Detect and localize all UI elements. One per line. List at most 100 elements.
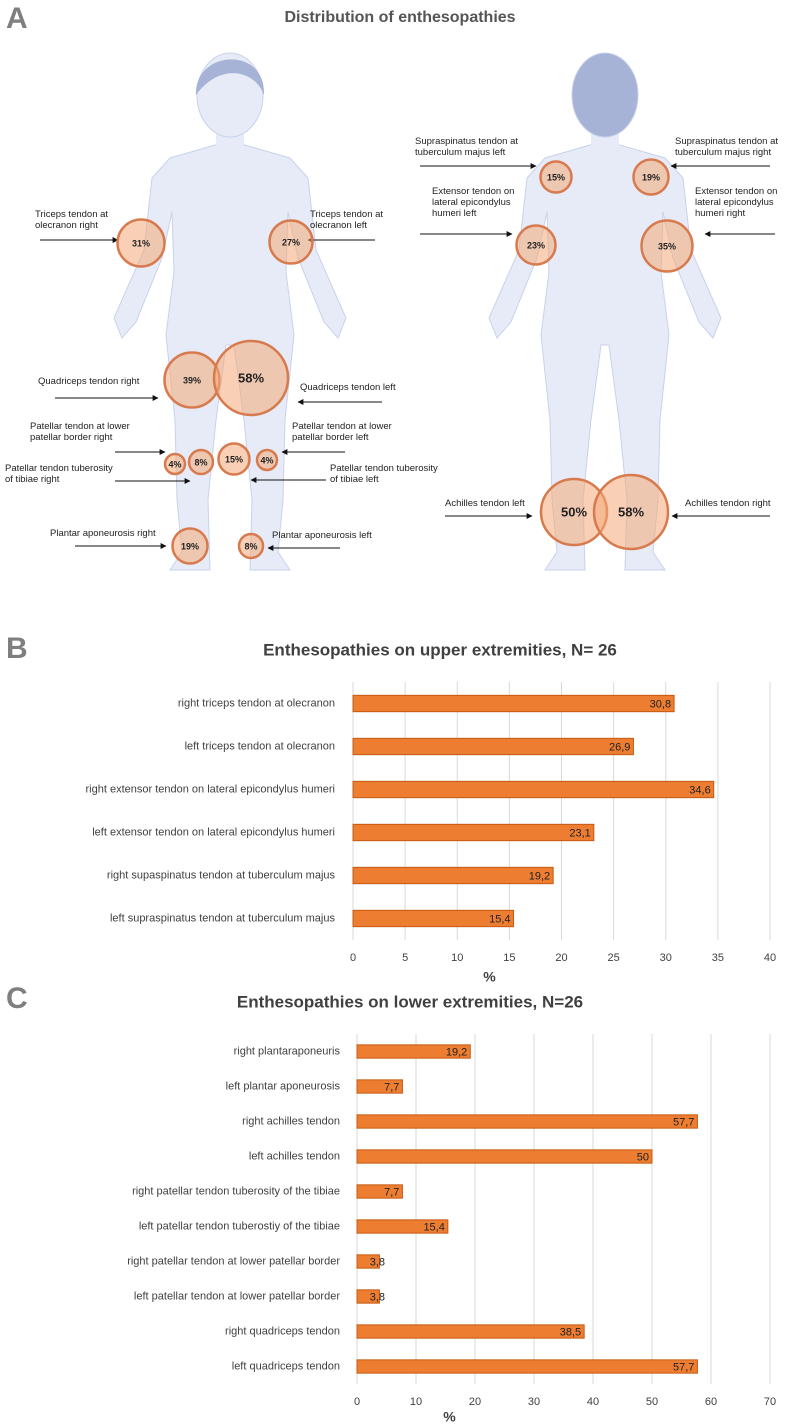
value-label: 23,1 xyxy=(569,827,590,839)
marker-label: Extensor tendon on lateral epicondylus h… xyxy=(432,186,515,219)
marker-circle xyxy=(640,219,694,273)
y-tick-label: left extensor tendon on lateral epicondy… xyxy=(92,826,335,838)
marker-label: Patellar tendon at lower patellar border… xyxy=(292,421,392,443)
marker-value: 15% xyxy=(547,172,565,182)
bar xyxy=(356,1184,403,1199)
bar xyxy=(352,780,715,799)
marker-circle xyxy=(515,224,557,266)
y-tick-label: left supraspinatus tendon at tuberculum … xyxy=(110,912,336,924)
x-tick-label: 5 xyxy=(402,952,408,964)
value-label: 19,2 xyxy=(529,870,550,882)
x-tick-label: 10 xyxy=(451,952,463,964)
marker-value: 27% xyxy=(282,237,300,247)
value-label: 34,6 xyxy=(689,784,710,796)
bar xyxy=(356,1079,403,1094)
marker-value: 4% xyxy=(168,459,181,469)
y-tick-label: left achilles tendon xyxy=(249,1150,340,1162)
y-tick-label: left patellar tendon tuberostiy of the t… xyxy=(139,1220,340,1232)
marker-circle xyxy=(217,442,251,476)
bar xyxy=(356,1359,698,1374)
marker-label: Extensor tendon on lateral epicondylus h… xyxy=(695,186,778,219)
marker-value: 31% xyxy=(132,238,150,248)
marker-circle xyxy=(187,448,215,476)
marker-circle xyxy=(255,448,279,472)
marker-label: Patellar tendon at lower patellar border… xyxy=(30,421,130,443)
y-tick-label: left quadriceps tendon xyxy=(232,1360,340,1372)
x-tick-label: 50 xyxy=(646,1396,658,1408)
value-label: 15,4 xyxy=(423,1221,444,1233)
marker-label: Quadriceps tendon left xyxy=(300,382,396,393)
panel-letter: C xyxy=(6,982,28,1015)
x-tick-label: 0 xyxy=(354,1396,360,1408)
y-tick-label: left plantar aponeurosis xyxy=(226,1080,341,1092)
y-tick-label: left triceps tendon at olecranon xyxy=(185,740,335,752)
marker-circle xyxy=(212,339,290,417)
bar xyxy=(356,1044,471,1059)
marker-label: Achilles tendon left xyxy=(445,498,525,509)
marker-label: Supraspinatus tendon at tuberculum majus… xyxy=(415,136,518,158)
bar xyxy=(356,1114,698,1129)
value-label: 15,4 xyxy=(489,913,510,925)
marker-label: Achilles tendon right xyxy=(685,498,771,509)
marker-value: 19% xyxy=(642,172,660,182)
marker-value: 50% xyxy=(561,504,587,519)
bar xyxy=(352,823,595,842)
y-tick-label: left patellar tendon at lower patellar b… xyxy=(134,1290,340,1302)
marker-value: 58% xyxy=(618,504,644,519)
panel-letter: B xyxy=(6,632,28,665)
x-tick-label: 60 xyxy=(705,1396,717,1408)
marker-value: 58% xyxy=(238,370,264,385)
value-label: 19,2 xyxy=(446,1046,467,1058)
marker-label: Patellar tendon tuberosity of tibiae rig… xyxy=(5,463,113,485)
bar xyxy=(352,737,634,756)
x-tick-label: 0 xyxy=(350,952,356,964)
body-silhouette xyxy=(488,144,722,571)
value-label: 7,7 xyxy=(384,1186,399,1198)
marker-value: 8% xyxy=(244,541,257,551)
x-tick-label: 35 xyxy=(712,952,724,964)
marker-label: Supraspinatus tendon at tuberculum majus… xyxy=(675,136,778,158)
marker-value: 4% xyxy=(260,455,273,465)
bar xyxy=(352,866,554,885)
bar xyxy=(352,694,675,713)
x-tick-label: 20 xyxy=(555,952,567,964)
bar xyxy=(352,909,515,928)
x-axis-label: % xyxy=(483,969,496,985)
marker-circle xyxy=(539,160,573,194)
marker-label: Triceps tendon at olecranon right xyxy=(35,209,109,231)
x-tick-label: 15 xyxy=(503,952,515,964)
marker-value: 19% xyxy=(181,541,199,551)
x-tick-label: 30 xyxy=(660,952,672,964)
x-tick-label: 40 xyxy=(764,952,776,964)
value-label: 50 xyxy=(637,1151,649,1163)
value-label: 7,7 xyxy=(384,1081,399,1093)
marker-value: 8% xyxy=(194,457,207,467)
marker-value: 35% xyxy=(658,241,676,251)
bar xyxy=(356,1324,585,1339)
y-tick-label: right patellar tendon tuberosity of the … xyxy=(132,1185,340,1197)
y-tick-label: right supaspinatus tendon at tuberculum … xyxy=(107,869,336,881)
value-label: 3,8 xyxy=(370,1256,385,1268)
x-tick-label: 70 xyxy=(764,1396,776,1408)
value-label: 3,8 xyxy=(370,1291,385,1303)
marker-label: Plantar aponeurosis right xyxy=(50,528,156,539)
x-tick-label: 30 xyxy=(528,1396,540,1408)
bar xyxy=(356,1219,449,1234)
chart-title: Enthesopathies on lower extremities, N=2… xyxy=(237,992,583,1011)
value-label: 30,8 xyxy=(650,698,671,710)
marker-label: Triceps tendon at olecranon left xyxy=(310,209,384,231)
marker-label: Quadriceps tendon right xyxy=(38,376,140,387)
marker-circle xyxy=(592,473,670,551)
bar xyxy=(356,1149,653,1164)
marker-circle xyxy=(268,219,314,265)
value-label: 26,9 xyxy=(609,741,630,753)
y-tick-label: right triceps tendon at olecranon xyxy=(178,697,335,709)
y-tick-label: right quadriceps tendon xyxy=(225,1325,340,1337)
marker-circle xyxy=(632,158,670,196)
panel-letter: A xyxy=(6,2,28,35)
value-label: 57,7 xyxy=(673,1361,694,1373)
bar xyxy=(356,1289,380,1304)
x-tick-label: 20 xyxy=(469,1396,481,1408)
y-tick-label: right patellar tendon at lower patellar … xyxy=(127,1255,340,1267)
